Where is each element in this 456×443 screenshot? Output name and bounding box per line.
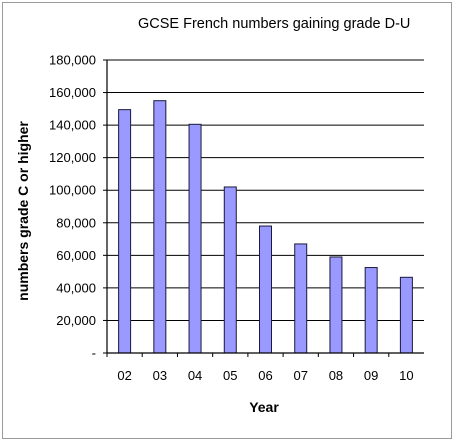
y-tick-label: 100,000 — [49, 183, 96, 198]
y-tick-label: 20,000 — [56, 313, 96, 328]
bar-10 — [399, 276, 413, 354]
x-tick-label: 05 — [223, 368, 237, 383]
bar-08 — [329, 256, 343, 354]
y-tick-label: 120,000 — [49, 150, 96, 165]
chart-title: GCSE French numbers gaining grade D-U — [138, 16, 411, 32]
y-tick-label: 60,000 — [56, 248, 96, 263]
y-tick-labels: - 20,000 40,000 60,000 80,000 100,000 120,000 1… — [49, 53, 96, 361]
bar-09 — [364, 267, 378, 354]
x-tick-label: 07 — [293, 368, 307, 383]
bar-04 — [188, 123, 202, 354]
axes — [106, 60, 424, 354]
x-tick-label: 04 — [188, 368, 202, 383]
bar-05 — [223, 186, 237, 354]
x-tick-labels: 02 03 04 05 06 07 08 09 10 — [117, 368, 413, 383]
y-tick-label: 40,000 — [56, 280, 96, 295]
y-tick-label: 140,000 — [49, 118, 96, 133]
y-tick-label: 180,000 — [49, 53, 96, 68]
y-tick-label: 80,000 — [56, 215, 96, 230]
x-tick-label: 10 — [399, 368, 413, 383]
x-tick-label: 03 — [153, 368, 167, 383]
bar-02 — [118, 109, 132, 354]
x-tick-label: 08 — [329, 368, 343, 383]
bar-06 — [259, 225, 272, 354]
bar-07 — [294, 243, 308, 354]
bar-03 — [153, 100, 167, 354]
bars — [118, 100, 413, 354]
x-tick-label: 06 — [258, 368, 272, 383]
y-tick-label: - — [92, 346, 96, 361]
y-tick-label: 160,000 — [49, 85, 96, 100]
x-axis-title: Year — [249, 399, 279, 415]
x-tick-label: 02 — [117, 368, 131, 383]
x-tick-label: 09 — [364, 368, 378, 383]
y-axis-title: numbers grade C or higher — [15, 121, 31, 301]
